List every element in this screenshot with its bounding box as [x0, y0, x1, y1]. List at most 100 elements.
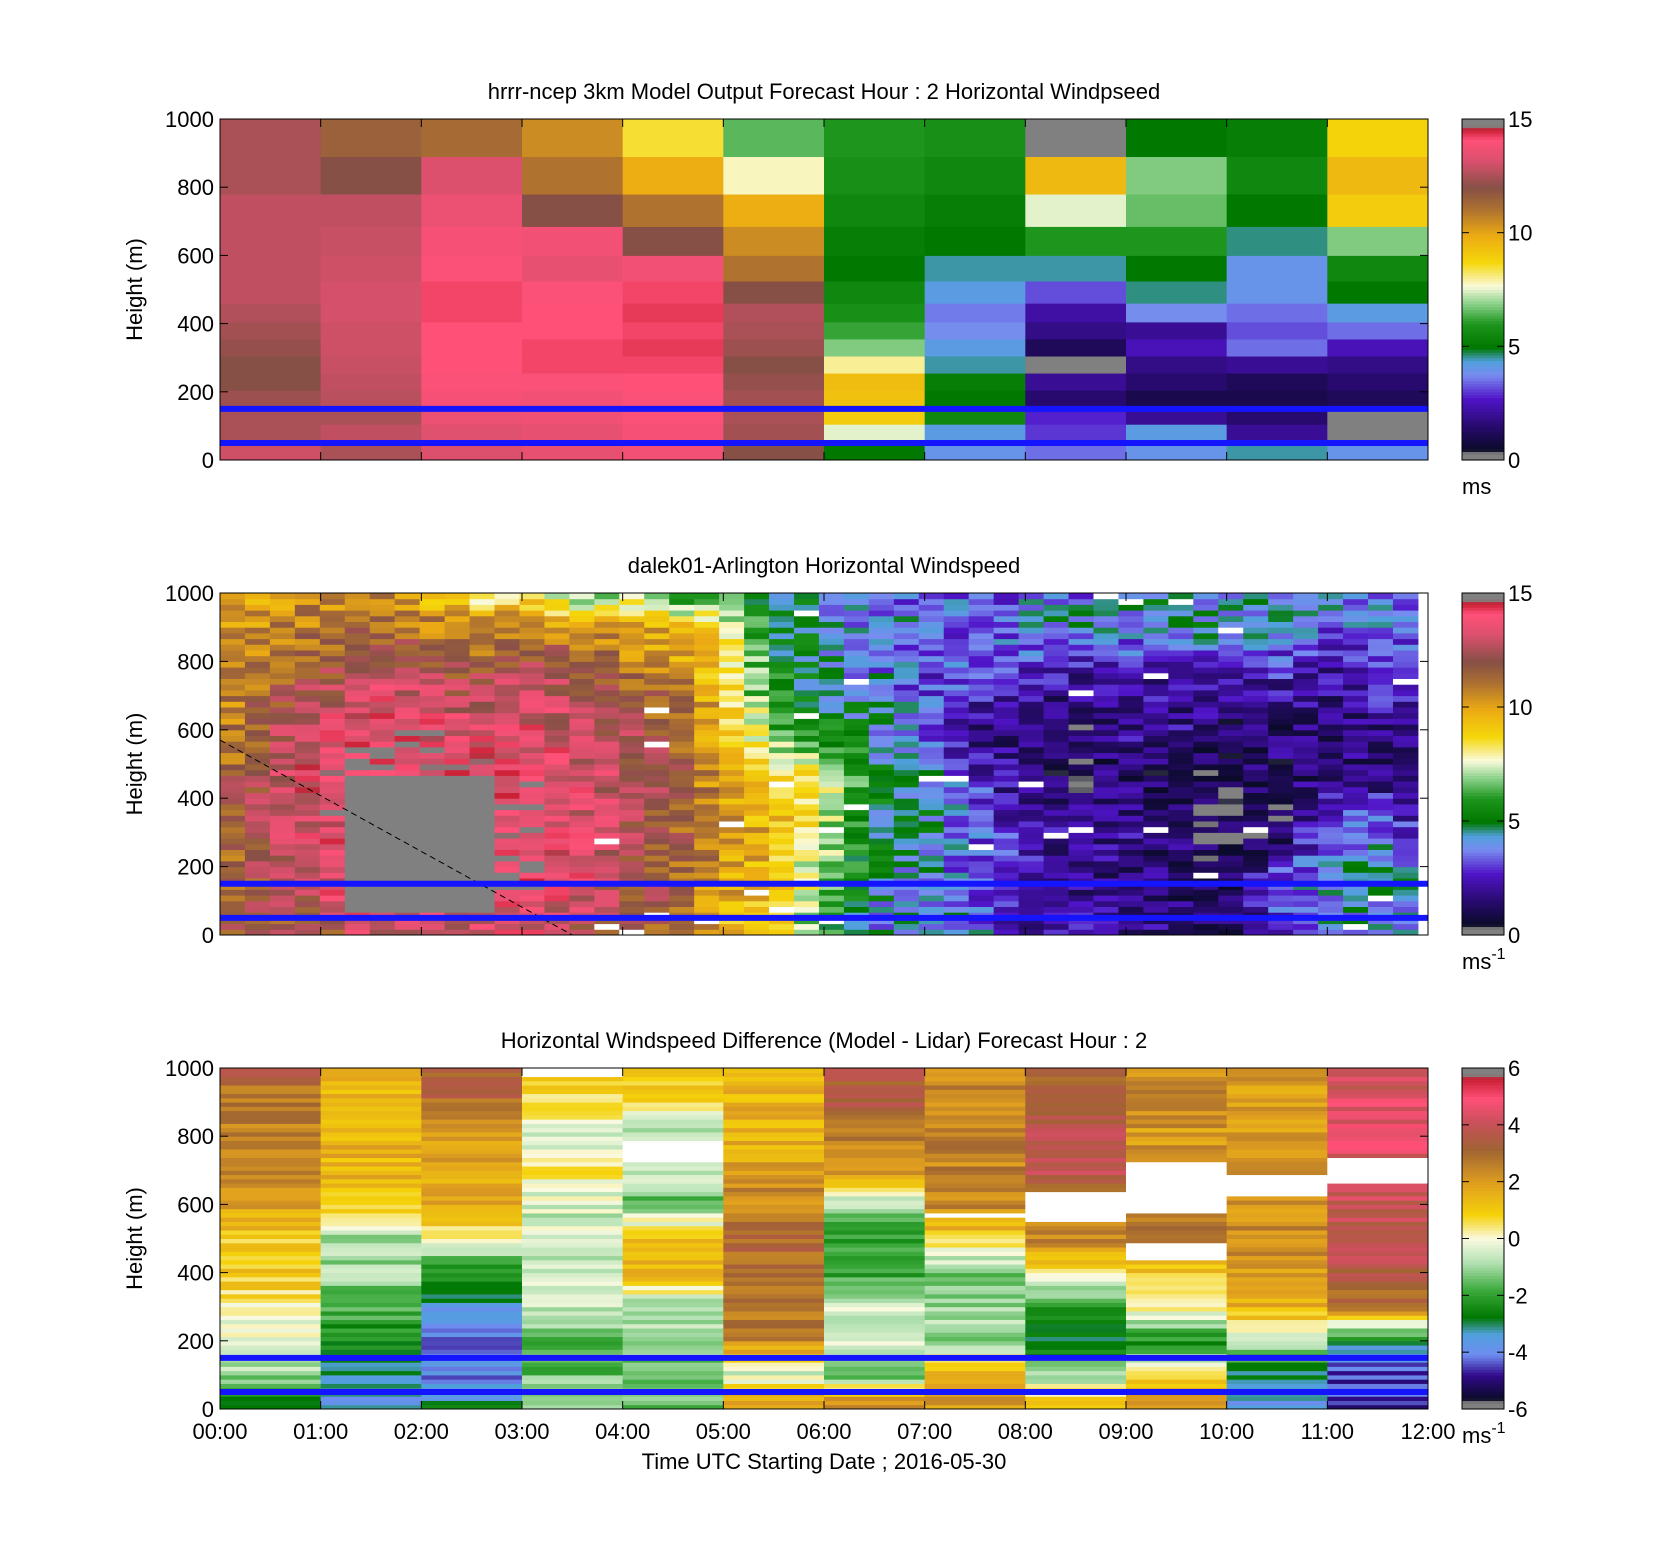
heatmap-cell [1043, 815, 1070, 822]
heatmap-cell [794, 895, 820, 902]
heatmap-cell [544, 872, 570, 879]
heatmap-cell [421, 1157, 523, 1163]
heatmap-cell [1268, 798, 1294, 805]
heatmap-cell [1068, 889, 1094, 896]
heatmap-cell [1168, 917, 1194, 925]
heatmap-cell [421, 1259, 523, 1265]
heatmap-cell [794, 655, 820, 662]
heatmap-cell [918, 695, 945, 702]
heatmap-cell [1068, 672, 1094, 679]
heatmap-cell [694, 627, 720, 634]
heatmap-cell [744, 838, 770, 845]
heatmap-cell [868, 729, 895, 736]
heatmap-cell [694, 593, 720, 600]
heatmap-cell [1043, 872, 1070, 879]
heatmap-cell [394, 655, 421, 662]
heatmap-cell [1126, 1225, 1228, 1231]
heatmap-cell [1218, 900, 1244, 907]
heatmap-cell [943, 832, 970, 839]
heatmap-cell [320, 1178, 422, 1184]
heatmap-cell [1368, 883, 1394, 890]
heatmap-cell [421, 1119, 523, 1124]
heatmap-cell [1143, 832, 1169, 839]
heatmap-cell [319, 684, 346, 691]
heatmap-cell [469, 655, 496, 662]
heatmap-cell [893, 809, 920, 816]
heatmap-cell [522, 1212, 624, 1218]
heatmap-cell [719, 803, 745, 811]
heatmap-cell [868, 735, 895, 742]
heatmap-cell [220, 644, 246, 651]
heatmap-cell [769, 889, 795, 896]
heatmap-cell [569, 826, 595, 833]
colorbar-segment [1462, 595, 1504, 600]
heatmap-cell [622, 1068, 724, 1073]
heatmap-cell [824, 1195, 926, 1201]
heatmap-cell [719, 843, 745, 850]
heatmap-cell [1226, 1268, 1328, 1274]
heatmap-cell [622, 1242, 724, 1248]
heatmap-cell [723, 255, 825, 282]
colorbar-segment [1462, 312, 1504, 316]
heatmap-cell [444, 695, 471, 702]
heatmap-cell [1018, 826, 1045, 833]
heatmap-cell [319, 781, 346, 788]
heatmap-cell [1327, 1251, 1428, 1257]
heatmap-cell [744, 650, 770, 657]
heatmap-cell [1343, 655, 1369, 662]
heatmap-cell [419, 929, 446, 935]
heatmap-cell [269, 883, 296, 890]
heatmap-cell [924, 321, 1026, 340]
colorbar-segment [1462, 1269, 1504, 1274]
heatmap-cell [1368, 752, 1394, 759]
heatmap-cell [1268, 684, 1294, 691]
heatmap-cell [1025, 1119, 1127, 1124]
heatmap-cell [1392, 621, 1419, 628]
heatmap-cell [918, 627, 945, 634]
heatmap-cell [818, 632, 845, 640]
heatmap-cell [522, 1366, 624, 1372]
heatmap-cell [522, 1144, 624, 1150]
heatmap-cell [723, 1255, 825, 1261]
heatmap-cell [1168, 729, 1194, 736]
heatmap-cell [544, 718, 570, 725]
heatmap-cell [644, 593, 670, 600]
heatmap-cell [644, 667, 670, 674]
heatmap-cell [1018, 684, 1045, 691]
heatmap-cell [1226, 1259, 1328, 1265]
heatmap-cell [1243, 798, 1269, 805]
heatmap-cell [444, 684, 471, 691]
heatmap-cell [1093, 764, 1119, 771]
heatmap-cell [1025, 1221, 1127, 1227]
heatmap-cell [943, 689, 970, 697]
heatmap-cell [1368, 860, 1394, 868]
heatmap-cell [569, 593, 595, 600]
heatmap-cell [644, 843, 670, 850]
colorbar-segment [1462, 269, 1504, 274]
heatmap-cell [220, 390, 322, 408]
colorbar-segment [1462, 1207, 1504, 1211]
heatmap-cell [723, 1289, 825, 1295]
heatmap-cell [794, 866, 820, 873]
heatmap-cell [319, 849, 346, 856]
heatmap-cell [622, 1187, 724, 1193]
heatmap-cell [1068, 746, 1094, 754]
heatmap-cell [1268, 650, 1294, 657]
heatmap-cell [244, 781, 271, 788]
heatmap-cell [544, 610, 570, 617]
heatmap-cell [1193, 764, 1219, 771]
heatmap-cell [1243, 895, 1269, 902]
heatmap-cell [419, 849, 446, 856]
heatmap-cell [769, 735, 795, 742]
heatmap-cell [494, 895, 520, 902]
heatmap-cell [419, 678, 446, 685]
heatmap-cell [1025, 1306, 1127, 1312]
heatmap-cell [1193, 769, 1219, 776]
heatmap-cell [694, 895, 720, 902]
colorbar-segment [1462, 1087, 1504, 1092]
heatmap-cell [344, 781, 371, 788]
heatmap-cell [594, 832, 620, 839]
heatmap-cell [968, 803, 995, 811]
colorbar-unit-exponent: -1 [1491, 1420, 1505, 1437]
heatmap-cell [1392, 923, 1419, 930]
